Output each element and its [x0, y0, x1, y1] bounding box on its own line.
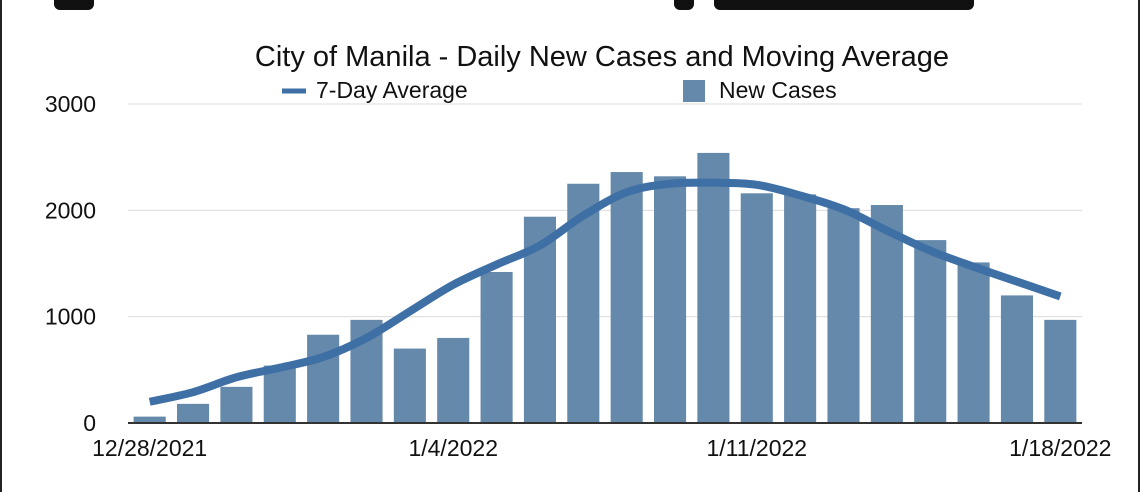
- y-tick-label: 3000: [45, 91, 96, 117]
- legend-label-cases: New Cases: [719, 77, 837, 103]
- bar: [957, 262, 990, 423]
- bar: [870, 205, 903, 423]
- bar: [654, 176, 687, 423]
- y-axis-ticks: 0 1000 2000 3000: [45, 91, 96, 436]
- x-tick-label: 12/28/2021: [92, 435, 207, 461]
- legend-label-average: 7-Day Average: [316, 77, 468, 103]
- bar: [1000, 295, 1033, 423]
- chart-title: City of Manila - Daily New Cases and Mov…: [255, 41, 949, 73]
- cropped-heading: [14, 0, 1124, 12]
- bar: [437, 337, 470, 423]
- bar: [133, 416, 166, 423]
- y-tick-label: 2000: [45, 197, 96, 223]
- bar: [784, 194, 817, 423]
- x-tick-label: 1/4/2022: [408, 435, 498, 461]
- bar: [827, 208, 860, 423]
- x-axis-ticks: 12/28/2021 1/4/2022 1/11/2022 1/18/2022: [92, 435, 1111, 461]
- bar: [740, 193, 773, 423]
- bar: [914, 240, 947, 423]
- y-tick-label: 0: [83, 410, 96, 436]
- y-tick-label: 1000: [45, 304, 96, 330]
- bar: [220, 386, 253, 423]
- bar: [1044, 319, 1077, 423]
- bar: [177, 403, 210, 423]
- legend: 7-Day Average New Cases: [282, 77, 837, 103]
- bar-series: [133, 152, 1077, 423]
- bar: [307, 334, 340, 423]
- x-tick-label: 1/11/2022: [706, 435, 807, 461]
- legend-bar-swatch: [683, 80, 705, 102]
- frame-right-edge: [1138, 0, 1140, 492]
- frame-left-edge: [0, 0, 2, 492]
- bar: [480, 272, 513, 423]
- bar: [610, 172, 643, 423]
- bar: [697, 152, 730, 423]
- bar: [393, 348, 426, 423]
- x-tick-label: 1/18/2022: [1009, 435, 1111, 461]
- average-line: [148, 178, 1062, 406]
- bar: [263, 365, 296, 423]
